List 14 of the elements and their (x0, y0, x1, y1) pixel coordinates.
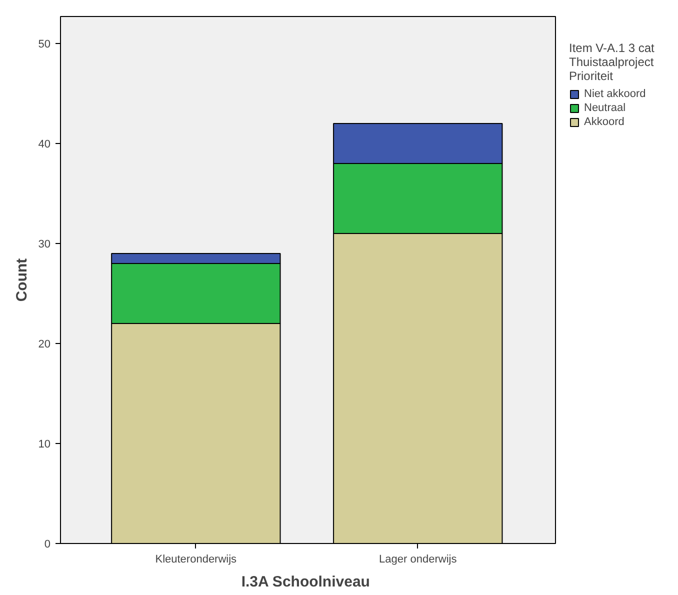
y-tick-label: 20 (38, 338, 51, 350)
legend-label: Neutraal (584, 102, 627, 114)
legend-label: Akkoord (584, 116, 626, 128)
y-tick-label: 40 (38, 138, 51, 150)
y-tick-label: 50 (38, 38, 51, 50)
legend-label: Niet akkoord (584, 88, 647, 100)
y-tick-label: 30 (38, 238, 51, 250)
y-axis-title: Count (13, 258, 30, 302)
legend-title: Item V-A.1 3 cat Thuistaalproject Prioriteit (569, 41, 656, 83)
x-tick-label: Lager onderwijs (379, 554, 458, 566)
y-tick-label: 10 (38, 438, 51, 450)
y-tick-label: 0 (44, 538, 51, 550)
x-axis-title: I.3A Schoolniveau (241, 574, 370, 590)
x-tick-label: Kleuteronderwijs (155, 554, 238, 566)
